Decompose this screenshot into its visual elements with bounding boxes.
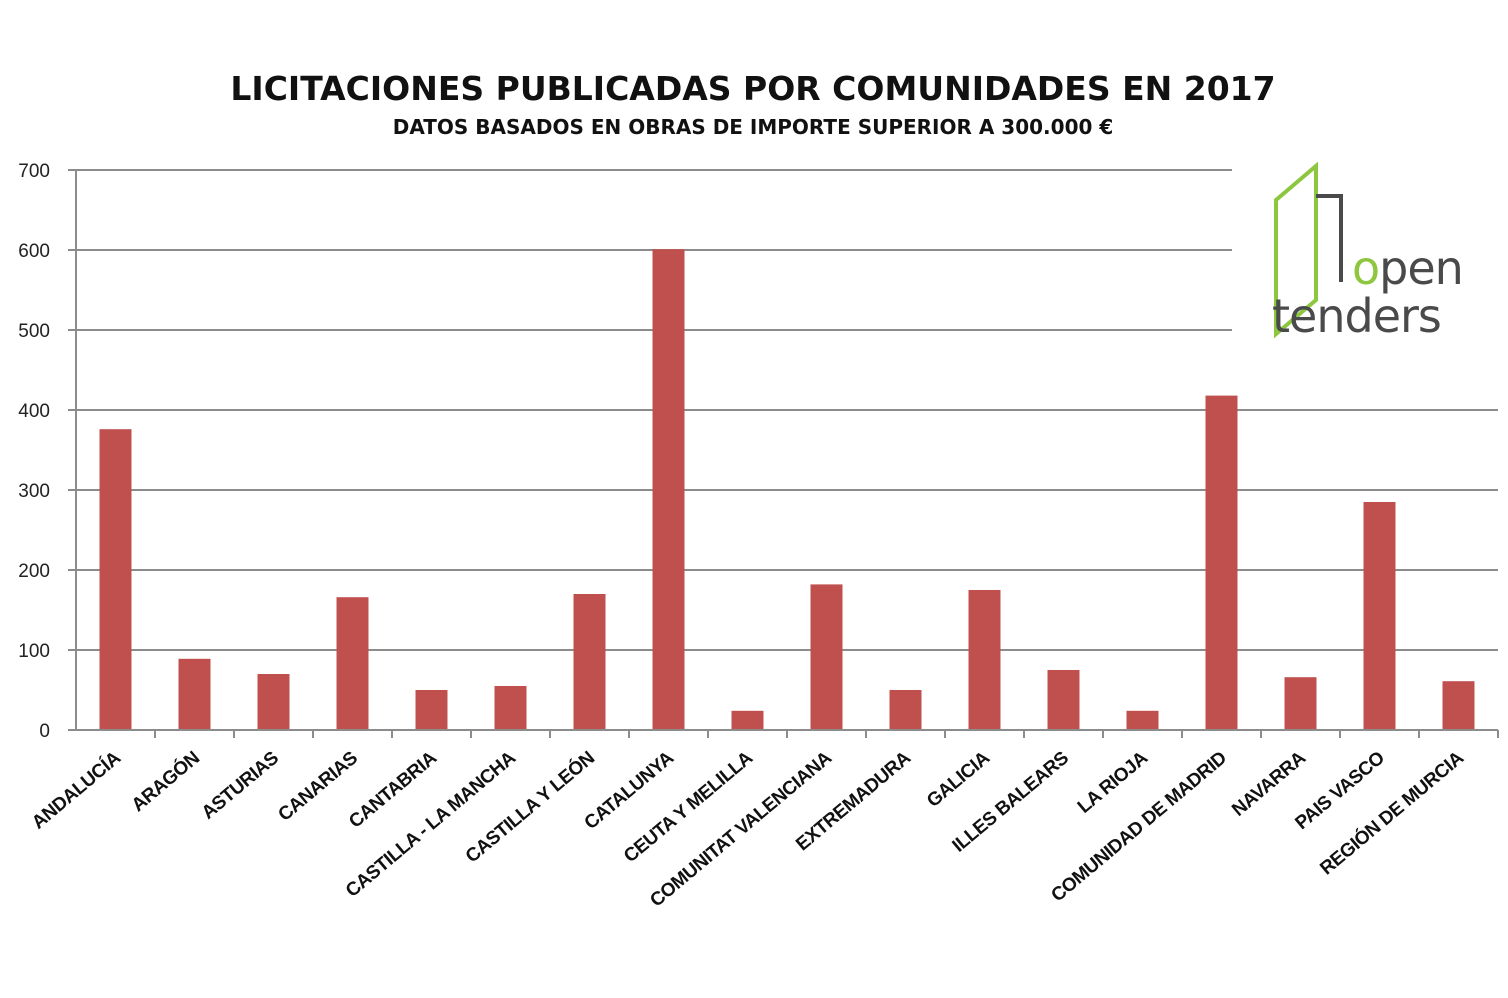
x-tick-label: LA RIOJA <box>1074 747 1152 818</box>
x-tick-label: CASTILLA Y LEÓN <box>461 747 599 867</box>
open-tenders-logo: open tenders <box>1232 160 1500 346</box>
x-tick-label: CEUTA Y MELILLA <box>620 747 757 867</box>
bar <box>731 710 764 730</box>
bars <box>99 249 1475 730</box>
bar <box>968 590 1001 730</box>
bar <box>573 594 606 730</box>
x-tick-label: NAVARRA <box>1228 747 1310 821</box>
y-tick-label: 300 <box>18 481 50 502</box>
bar <box>257 674 290 730</box>
gridlines <box>76 169 1498 651</box>
bar <box>1363 502 1396 730</box>
x-tick-label: ANDALUCÍA <box>28 746 126 833</box>
y-tick-label: 200 <box>18 561 50 582</box>
x-axis-ticks: ANDALUCÍA ARAGÓNASTURIASCANARIASCANTABRIA… <box>28 730 1499 911</box>
bar <box>1284 677 1317 730</box>
bar <box>178 658 211 730</box>
svg-text:open: open <box>1352 241 1463 295</box>
logo-open-o: o <box>1352 241 1379 295</box>
x-tick-label: ASTURIAS <box>198 748 283 824</box>
x-tick-label: REGIÓN DE MURCIA <box>1316 746 1469 879</box>
x-tick-label: GALICIA <box>923 747 994 812</box>
logo-open-pen: pen <box>1379 241 1463 295</box>
y-tick-label: 500 <box>18 321 50 342</box>
y-tick-label: 0 <box>39 721 50 742</box>
bar <box>415 690 448 730</box>
bar <box>810 584 843 730</box>
y-tick-label: 100 <box>18 641 50 662</box>
bar <box>494 686 527 730</box>
y-tick-label: 400 <box>18 401 50 422</box>
logo-frame-icon <box>1316 194 1343 282</box>
bar <box>1047 670 1080 730</box>
bar <box>652 249 685 730</box>
bar <box>99 429 132 730</box>
bar <box>889 690 922 730</box>
y-tick-label: 700 <box>18 161 50 182</box>
y-tick-label: 600 <box>18 241 50 262</box>
chart-subtitle: DATOS BASADOS EN OBRAS DE IMPORTE SUPERI… <box>393 115 1114 139</box>
bar <box>336 597 369 730</box>
chart-title: LICITACIONES PUBLICADAS POR COMUNIDADES … <box>230 69 1275 108</box>
y-axis-ticks: 0 100 200 300 400 500 600 700 <box>18 161 76 742</box>
x-tick-label: ARAGÓN <box>127 747 204 816</box>
logo-line2: tenders <box>1272 289 1441 343</box>
bar <box>1442 681 1475 730</box>
bar <box>1205 395 1238 730</box>
logo-door-icon <box>1274 161 1318 339</box>
bar <box>1126 710 1159 730</box>
